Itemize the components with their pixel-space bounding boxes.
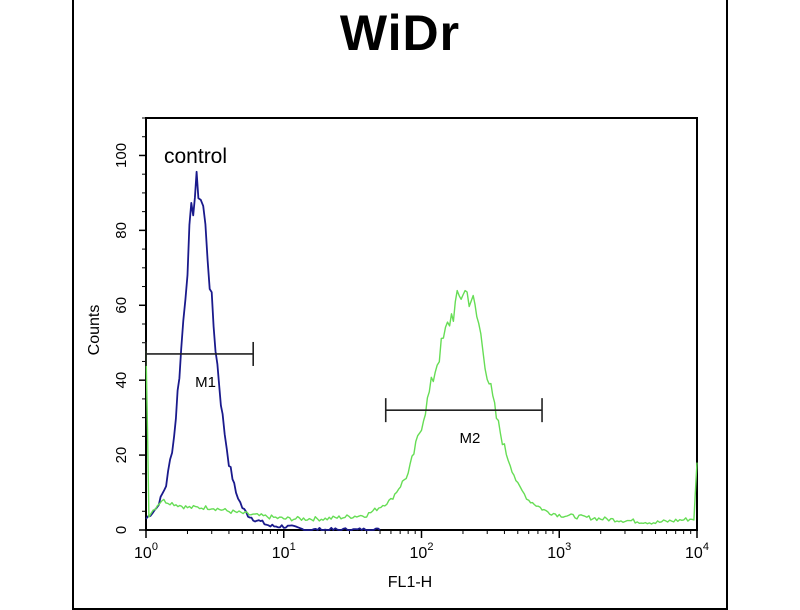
figure-frame — [72, 0, 728, 610]
plot-area-frame — [145, 117, 698, 531]
x-tick-label: 100 — [134, 541, 158, 562]
marker-label: M2 — [459, 430, 480, 447]
chart-title: WiDr — [339, 5, 461, 61]
x-tick-label: 101 — [272, 541, 296, 562]
control-series-line — [145, 170, 381, 531]
y-tick-label: 0 — [113, 526, 130, 534]
y-axis-label: Counts — [86, 305, 103, 356]
x-tick-label: 103 — [547, 541, 571, 562]
marker-label: M1 — [195, 374, 216, 391]
y-tick-label: 60 — [113, 297, 130, 314]
y-tick-label: 40 — [113, 372, 130, 389]
y-tick-label: 100 — [113, 143, 130, 168]
control-annotation: control — [164, 145, 227, 168]
x-tick-label: 102 — [410, 541, 434, 562]
x-axis-label: FL1-H — [388, 574, 432, 591]
y-tick-label: 20 — [113, 447, 130, 464]
x-tick-label: 104 — [685, 541, 709, 562]
sample-series-line — [145, 289, 698, 525]
y-tick-label: 80 — [113, 222, 130, 239]
